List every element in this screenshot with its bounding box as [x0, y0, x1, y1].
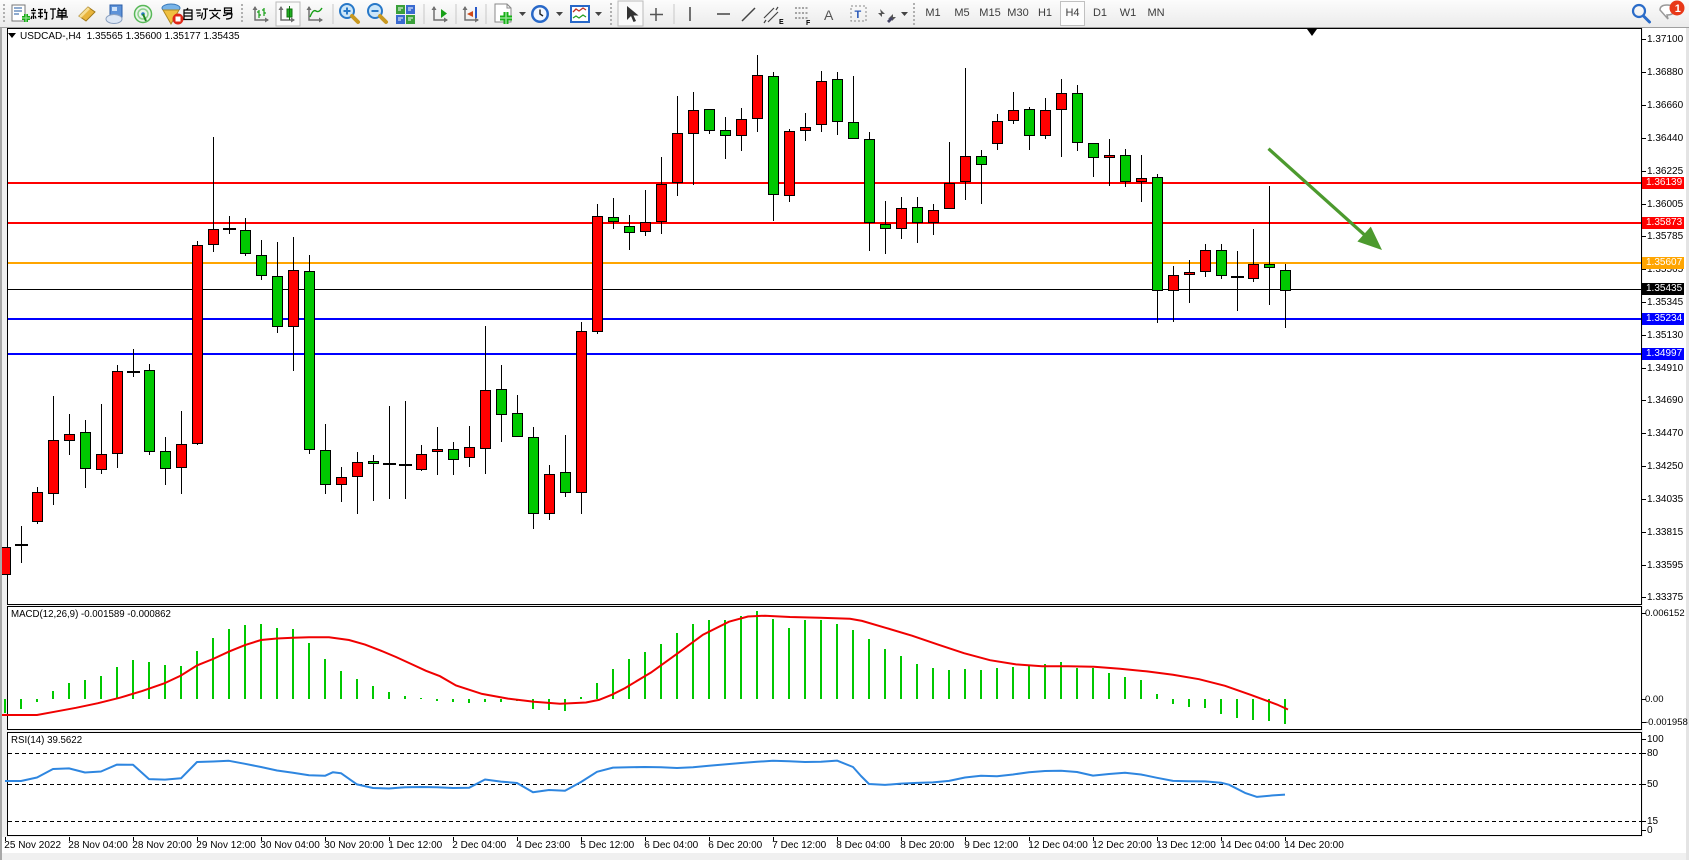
svg-text:1: 1	[1675, 3, 1681, 15]
svg-text:F: F	[806, 20, 811, 27]
svg-text:A: A	[824, 7, 834, 23]
svg-text:E: E	[779, 19, 784, 26]
svg-text:T: T	[855, 9, 862, 21]
